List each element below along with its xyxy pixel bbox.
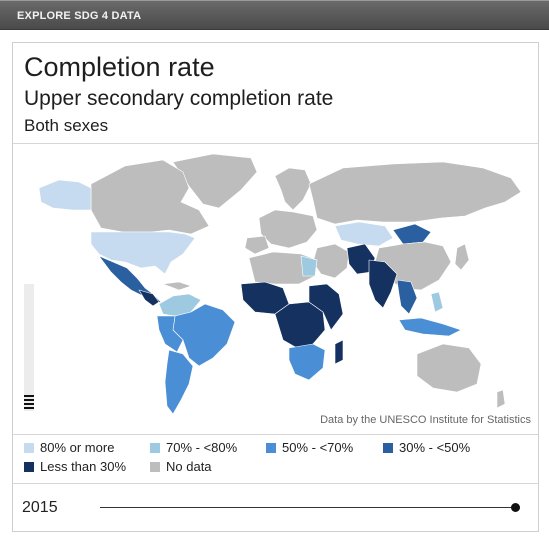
region-alaska[interactable]: [38, 179, 92, 211]
zoom-slider-handle[interactable]: [24, 395, 34, 411]
region-argentina-chile[interactable]: [164, 349, 194, 415]
region-egypt[interactable]: [300, 255, 318, 277]
legend-item-50-70[interactable]: 50% - <70%: [266, 440, 353, 455]
region-east-africa[interactable]: [308, 283, 344, 331]
region-iberia[interactable]: [244, 235, 270, 255]
legend-item-no-data[interactable]: No data: [150, 459, 212, 474]
region-western-europe[interactable]: [258, 209, 318, 249]
region-se-asia[interactable]: [396, 279, 418, 315]
region-peru-bolivia[interactable]: [156, 315, 184, 353]
region-new-zealand[interactable]: [496, 389, 506, 409]
timeline-track[interactable]: [100, 507, 516, 508]
chart-breakdown: Both sexes: [24, 116, 109, 135]
chart-header: Completion rate Upper secondary completi…: [13, 43, 538, 144]
region-caribbean[interactable]: [162, 281, 192, 291]
region-madagascar[interactable]: [334, 339, 344, 365]
zoom-slider[interactable]: [24, 284, 34, 411]
region-central-america[interactable]: [138, 289, 160, 307]
chart-panel: Completion rate Upper secondary completi…: [12, 42, 539, 532]
legend-swatch: [150, 462, 160, 472]
region-japan[interactable]: [454, 243, 470, 271]
timeline-year: 2015: [22, 499, 58, 516]
region-indonesia[interactable]: [398, 317, 462, 337]
legend-swatch: [383, 443, 393, 453]
legend: 80% or more 70% - <80% 50% - <70% 30% - …: [13, 434, 538, 484]
legend-swatch: [24, 443, 34, 453]
legend-swatch: [150, 443, 160, 453]
region-middle-east[interactable]: [312, 243, 350, 279]
legend-item-70-80[interactable]: 70% - <80%: [150, 440, 237, 455]
section-title: EXPLORE SDG 4 DATA: [17, 10, 142, 22]
chart-subtitle: Upper secondary completion rate: [24, 87, 334, 110]
region-mongolia[interactable]: [392, 223, 432, 245]
region-australia[interactable]: [416, 343, 482, 393]
timeline: 2015: [13, 484, 538, 531]
region-philippines[interactable]: [430, 291, 444, 313]
timeline-handle[interactable]: [511, 503, 520, 512]
region-india[interactable]: [368, 259, 398, 309]
legend-swatch: [266, 443, 276, 453]
legend-item-30-50[interactable]: 30% - <50%: [383, 440, 470, 455]
region-central-africa[interactable]: [274, 301, 326, 349]
world-map-svg[interactable]: [13, 144, 538, 434]
top-bar: EXPLORE SDG 4 DATA: [0, 0, 549, 30]
region-kazakhstan[interactable]: [334, 221, 394, 247]
chart-title: Completion rate: [24, 52, 215, 82]
region-southern-africa[interactable]: [288, 343, 326, 381]
region-colombia-venezuela[interactable]: [158, 293, 202, 317]
region-greenland[interactable]: [172, 153, 258, 209]
world-map[interactable]: Data by the UNESCO Institute for Statist…: [13, 144, 538, 434]
region-scandinavia[interactable]: [274, 167, 312, 211]
region-canada[interactable]: [90, 159, 210, 235]
legend-item-80-or-more[interactable]: 80% or more: [24, 440, 114, 455]
data-source-text: Data by the UNESCO Institute for Statist…: [320, 414, 531, 426]
legend-item-less-than-30[interactable]: Less than 30%: [24, 459, 126, 474]
region-russia[interactable]: [308, 161, 522, 225]
region-usa[interactable]: [90, 231, 196, 275]
legend-swatch: [24, 462, 34, 472]
